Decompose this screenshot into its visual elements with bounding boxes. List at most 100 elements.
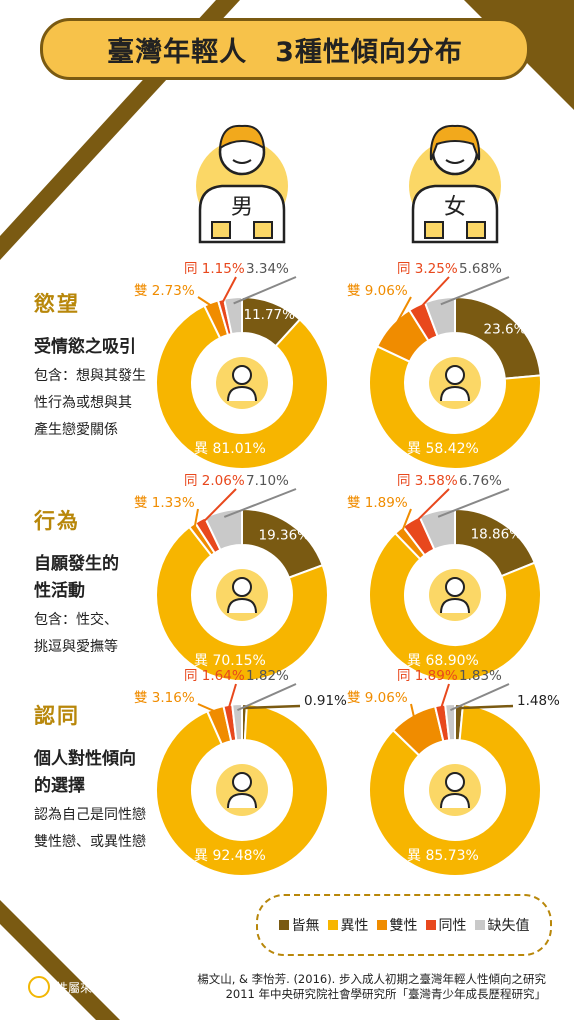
hand-icon (211, 221, 231, 239)
person-head-icon (232, 772, 252, 792)
leader-line (458, 704, 514, 710)
data-label-missing: 3.34% (246, 261, 289, 277)
legend: 皆無 異性 雙性 同性 缺失值 (256, 894, 552, 956)
legend-label: 缺失值 (487, 918, 530, 934)
data-label-hetero: 異 92.48% (194, 848, 266, 864)
subtitle-line: 受情慾之吸引 (34, 337, 136, 357)
slice-missing (203, 507, 243, 552)
smile-icon (445, 159, 465, 164)
logo-text: 性屬來了！ (56, 980, 117, 995)
data-label-homo: 同 1.15% (184, 261, 245, 277)
slice-hetero (368, 344, 542, 470)
subtitle-line: 自願發生的 (34, 554, 119, 574)
title-banner: 臺灣年輕人 3種性傾向分布 (40, 18, 530, 80)
leader-line (197, 703, 217, 713)
person-body-icon (440, 792, 470, 809)
section-title: 認同 (34, 704, 80, 728)
female-label: 女 (444, 195, 466, 220)
page-title: 臺灣年輕人 3種性傾向分布 (107, 36, 463, 68)
brand-logo: 性屬來了！ (28, 976, 116, 998)
leader-line (197, 296, 214, 308)
data-label-homo: 同 3.58% (397, 473, 458, 489)
section-description: 包含：想與其發生 性行為或想與其 產生戀愛關係 (34, 363, 184, 444)
hair-icon (429, 124, 481, 161)
leader-line (439, 683, 450, 710)
hair-icon (218, 124, 266, 150)
person-head-icon (232, 365, 252, 385)
section-identity-text: 認同 個人對性傾向 的選擇 認為自己是同性戀 雙性戀、或異性戀 (34, 700, 184, 856)
leader-line (400, 508, 412, 534)
legend-item: 雙性 (376, 915, 418, 935)
data-label-none: 1.48% (517, 693, 560, 709)
slice-hetero (155, 703, 329, 877)
leader-line (449, 683, 510, 712)
legend-swatch (425, 920, 436, 930)
data-label-missing: 5.68% (459, 261, 502, 277)
legend-item: 皆無 (278, 915, 320, 935)
data-label-hetero: 異 58.42% (407, 441, 479, 457)
corner-decoration (0, 924, 96, 1020)
desc-line: 包含：想與其發生 (34, 368, 146, 384)
section-description: 包含：性交、 挑逗與愛撫等 (34, 607, 184, 661)
legend-swatch (376, 920, 387, 930)
subtitle-line: 的選擇 (34, 776, 85, 796)
data-label-hetero: 異 68.90% (407, 653, 479, 669)
leader-line (392, 296, 412, 330)
smile-icon (232, 159, 252, 164)
slice-missing (222, 295, 243, 336)
section-title: 行為 (34, 509, 80, 533)
leader-line (244, 704, 301, 710)
person-body-icon (440, 597, 470, 614)
data-label-none: 0.91% (304, 693, 347, 709)
desc-line: 挑逗與愛撫等 (34, 639, 118, 655)
leader-line (412, 488, 450, 526)
legend-swatch (474, 920, 485, 930)
subtitle-line: 個人對性傾向 (34, 749, 136, 769)
legend-item: 同性 (425, 915, 467, 935)
slice-hetero (155, 304, 329, 470)
source-line: 楊文山, & 李怡芳. (2016). 步入成人初期之臺灣年輕人性傾向之研究 (197, 972, 546, 986)
person-body-icon (227, 597, 257, 614)
data-label-bi: 雙 9.06% (347, 283, 408, 299)
leader-line (201, 488, 237, 525)
legend-label: 同性 (438, 918, 467, 934)
data-label-bi: 雙 9.06% (347, 690, 408, 706)
data-label-bi: 雙 3.16% (134, 690, 195, 706)
legend-swatch (327, 920, 338, 930)
desc-line: 性行為或想與其 (34, 395, 132, 411)
slice-missing (231, 702, 243, 742)
slice-hetero (368, 531, 542, 682)
slice-missing (418, 507, 456, 551)
legend-label: 異性 (340, 918, 369, 934)
leader-line (440, 276, 510, 306)
person-body-icon (227, 792, 257, 809)
legend-item: 缺失值 (474, 915, 530, 935)
slice-missing (444, 702, 456, 742)
data-label-hetero: 異 85.73% (407, 848, 479, 864)
legend-label: 雙性 (389, 918, 418, 934)
data-label-none: 11.77% (243, 307, 295, 323)
data-label-bi: 雙 2.73% (134, 283, 195, 299)
desc-line: 雙性戀、或異性戀 (34, 834, 146, 850)
source-line: 2011 年中央研究院社會學研究所「臺灣青少年成長歷程研究」 (225, 987, 546, 1001)
leader-line (227, 683, 237, 710)
legend-label: 皆無 (291, 918, 320, 934)
hand-icon (466, 221, 486, 239)
desc-line: 認為自己是同性戀 (34, 807, 146, 823)
data-label-none: 19.36% (259, 527, 311, 543)
legend-item: 異性 (327, 915, 369, 935)
section-subtitle: 受情慾之吸引 (34, 334, 184, 361)
data-label-hetero: 異 70.15% (194, 653, 266, 669)
desc-line: 產生戀愛關係 (34, 422, 118, 438)
section-behavior-text: 行為 自願發生的 性活動 包含：性交、 挑逗與愛撫等 (34, 505, 184, 661)
data-label-homo: 同 1.64% (184, 668, 245, 684)
person-head-icon (232, 577, 252, 597)
section-title: 慾望 (34, 292, 80, 316)
leader-line (437, 488, 510, 518)
data-label-homo: 同 1.89% (397, 668, 458, 684)
section-desire-text: 慾望 受情慾之吸引 包含：想與其發生 性行為或想與其 產生戀愛關係 (34, 288, 184, 444)
logo-icon (28, 976, 50, 998)
leader-line (193, 508, 199, 529)
hand-icon (253, 221, 273, 239)
